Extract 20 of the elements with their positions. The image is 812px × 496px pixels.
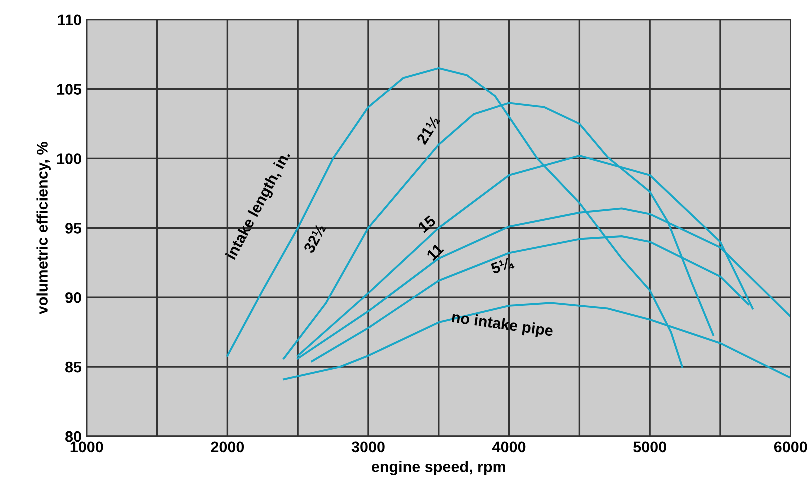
x-tick-label: 1000 <box>70 442 104 453</box>
y-tick-label: 85 <box>66 362 82 373</box>
x-tick-label: 5000 <box>634 442 666 453</box>
text: 11 <box>426 243 444 261</box>
text: no intake pipe <box>451 311 554 340</box>
text: 32½ <box>303 224 326 254</box>
x-tick-label: 3000 <box>352 442 385 453</box>
y-tick-label: 110 <box>58 14 82 26</box>
x-axis-title: engine speed, rpm <box>372 461 506 476</box>
y-tick-label: 105 <box>57 84 82 95</box>
y-tick-label: 90 <box>66 292 82 304</box>
x-tick-label: 6000 <box>774 442 808 453</box>
x-tick-label: 2000 <box>211 442 244 453</box>
text: 15 <box>418 215 437 234</box>
y-tick-label: 100 <box>57 154 82 164</box>
y-tick-label: 80 <box>66 431 82 442</box>
y-axis-title: volumetric efficiency, % <box>36 142 51 315</box>
y-tick-label: 95 <box>66 223 82 234</box>
text: 5¼ <box>490 256 516 276</box>
x-tick-label: 4000 <box>492 442 526 453</box>
